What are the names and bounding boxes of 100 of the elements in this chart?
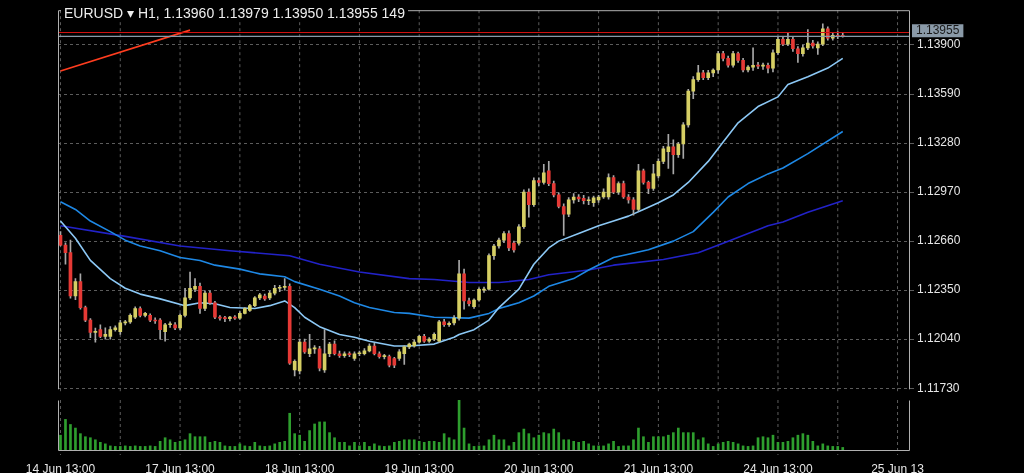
y-tick-label: 1.11730 [917,380,960,395]
bar [392,442,396,451]
ref-line-label: 1.13955 [916,23,960,38]
bar [368,446,371,451]
bar [313,423,316,451]
bar [821,443,825,451]
bar [567,439,571,451]
bar [338,442,341,451]
bar [353,442,356,451]
x-tick-label: 18 Jun 13:00 [264,461,335,473]
bar [59,434,62,451]
bar [547,433,551,451]
y-tick-label: 1.13280 [917,135,961,150]
bar [273,443,277,451]
bar [138,446,142,451]
bar [587,443,590,451]
bar [701,437,705,451]
bar [328,432,331,451]
bar [572,440,576,451]
bar [412,439,416,451]
bar [303,440,306,451]
bar [632,439,635,451]
x-tick-label: 19 Jun 13:00 [384,461,455,473]
bar [417,440,421,451]
y-tick-label: 1.13590 [917,86,961,101]
bar [696,439,700,451]
bar [711,446,715,451]
bar [706,443,710,451]
bar [532,437,536,451]
bar [143,446,147,451]
bar [288,412,292,451]
bar [373,443,376,451]
bar [422,442,426,451]
y-tick-label: 1.12350 [917,282,961,297]
bar [308,430,311,451]
x-tick-label: 14 Jun 13:00 [25,461,96,473]
bar [667,434,670,451]
bar [676,427,680,451]
bar [113,446,117,451]
bar [318,421,321,451]
bar [397,440,401,451]
bar [841,447,845,451]
bar [94,439,97,451]
bar [672,432,675,451]
bar [836,446,840,451]
y-tick-label: 1.12660 [917,233,961,248]
bar [407,439,411,451]
bar [557,432,561,451]
bar [612,440,615,451]
bar [74,427,77,451]
bar [118,446,122,451]
bar [69,424,72,451]
bar [298,434,301,451]
bar [537,434,541,451]
bar [99,442,102,451]
bar [691,432,695,451]
bar [637,427,640,451]
bar [432,440,436,451]
bar [402,439,406,451]
candlestick [282,278,287,291]
bar [552,428,556,451]
x-tick-label: 24 Jun 13:00 [743,461,813,473]
y-tick-label: 1.12970 [917,184,961,199]
bar [657,436,660,451]
bar [283,440,287,451]
bar [427,440,431,451]
bar [343,442,346,451]
x-tick-label: 25 Jun 13 [871,461,925,473]
bar [582,440,585,451]
bar [363,442,366,451]
y-tick-label: 1.12040 [917,331,961,346]
y-tick-label: 1.13900 [917,37,961,52]
bar [104,443,107,451]
bar [84,436,87,451]
bar [652,436,655,451]
bar [831,446,835,451]
bar [681,432,685,451]
bar [383,446,386,451]
bar [542,432,546,451]
bar [333,437,336,451]
bar [293,433,296,451]
bar [686,432,690,451]
bar [64,419,67,451]
bar [642,436,645,451]
x-tick-label: 21 Jun 13:00 [623,461,694,473]
bar [617,446,620,451]
bar [647,442,650,451]
bar [263,446,267,451]
x-tick-label: 17 Jun 13:00 [145,461,216,473]
bar [323,421,326,451]
bar [128,446,132,451]
bar [716,443,720,451]
bar [562,439,566,451]
bar [89,437,92,451]
bar [278,442,282,451]
bar [577,442,580,451]
bar [607,443,610,451]
bar [662,436,665,451]
chart-title: EURUSD ▾ H1, 1.13960 1.13979 1.13950 1.13955 149 [61,5,408,22]
bar [248,446,252,451]
